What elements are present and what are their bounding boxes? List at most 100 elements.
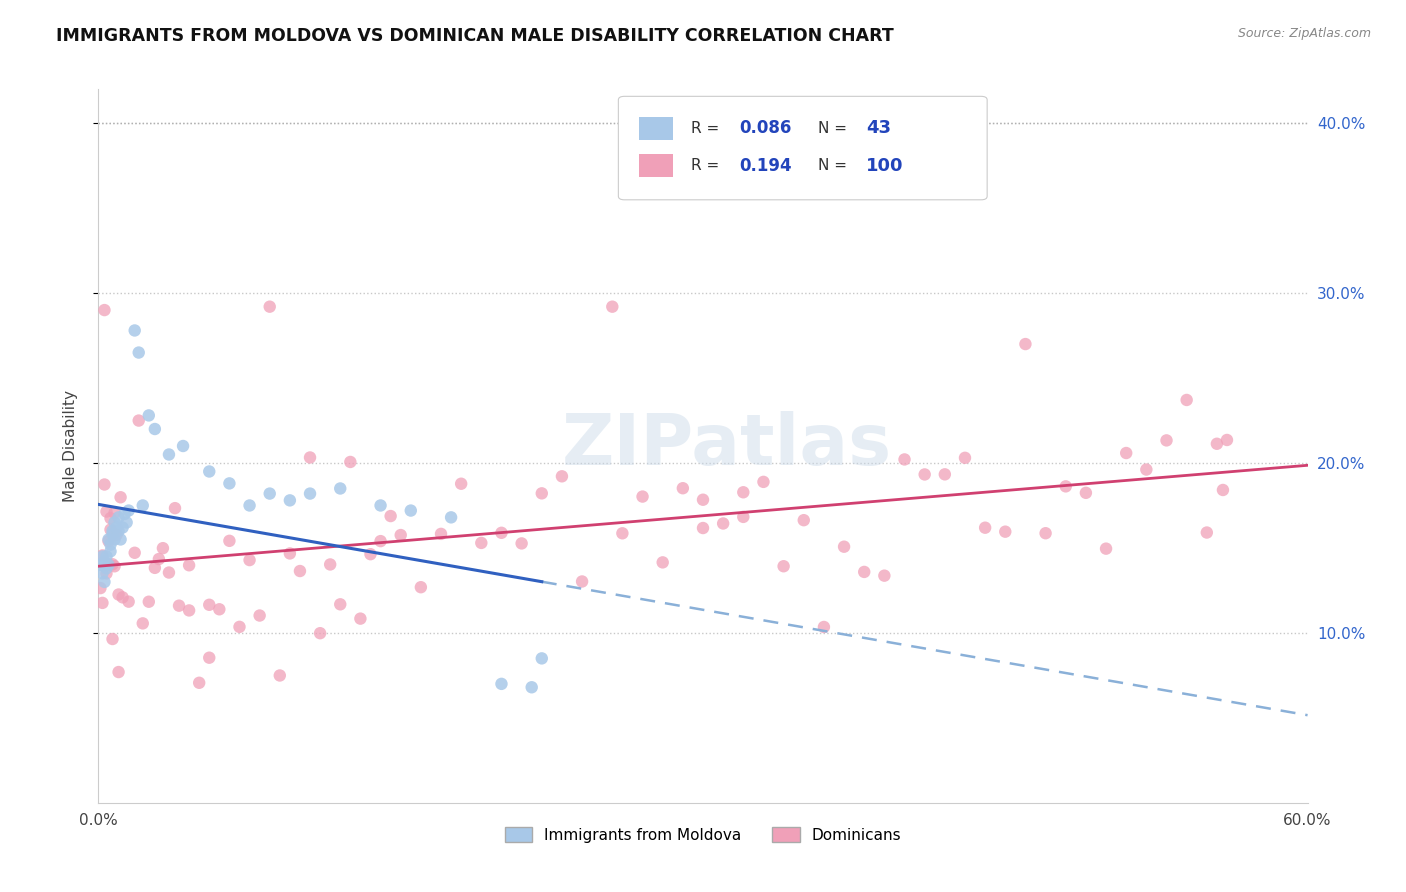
Point <box>470 536 492 550</box>
Point <box>259 300 281 314</box>
Point <box>631 490 654 504</box>
Bar <box>638 154 673 177</box>
Text: N =: N = <box>818 121 852 136</box>
Point <box>179 558 201 573</box>
Point <box>370 534 392 549</box>
Point <box>91 566 114 581</box>
Point <box>132 616 155 631</box>
Text: ZIPatlas: ZIPatlas <box>562 411 893 481</box>
Y-axis label: Male Disability: Male Disability <box>63 390 77 502</box>
Point <box>100 544 122 558</box>
Point <box>873 568 896 582</box>
Point <box>440 510 463 524</box>
Point <box>1212 483 1234 497</box>
Point <box>124 323 146 337</box>
Point <box>309 626 332 640</box>
Point <box>491 677 513 691</box>
Point <box>249 608 271 623</box>
Point <box>110 533 132 547</box>
Point <box>239 499 262 513</box>
Point <box>339 455 361 469</box>
Point <box>96 561 118 575</box>
Point <box>110 490 132 504</box>
Point <box>103 506 125 520</box>
Point <box>198 598 221 612</box>
Point <box>208 602 231 616</box>
Point <box>278 546 301 560</box>
Point <box>1195 525 1218 540</box>
Point <box>105 520 128 534</box>
Point <box>520 680 543 694</box>
Point <box>157 566 180 580</box>
Text: 43: 43 <box>866 120 891 137</box>
Text: 0.194: 0.194 <box>740 157 792 175</box>
Point <box>651 555 673 569</box>
Point <box>349 612 371 626</box>
Point <box>934 467 956 482</box>
Point <box>571 574 593 589</box>
Bar <box>638 117 673 140</box>
Point <box>101 524 124 538</box>
Text: IMMIGRANTS FROM MOLDOVA VS DOMINICAN MALE DISABILITY CORRELATION CHART: IMMIGRANTS FROM MOLDOVA VS DOMINICAN MAL… <box>56 27 894 45</box>
Legend: Immigrants from Moldova, Dominicans: Immigrants from Moldova, Dominicans <box>499 821 907 848</box>
Point <box>914 467 936 482</box>
Point <box>105 528 128 542</box>
Point <box>96 504 118 518</box>
Point <box>278 493 301 508</box>
Point <box>218 476 240 491</box>
Point <box>167 599 190 613</box>
Point <box>97 558 120 572</box>
Point <box>430 527 453 541</box>
Point <box>228 620 250 634</box>
Point <box>299 486 322 500</box>
Point <box>1135 462 1157 476</box>
Point <box>103 559 125 574</box>
Point <box>179 603 201 617</box>
Point <box>118 503 141 517</box>
Point <box>198 465 221 479</box>
Point <box>100 523 122 537</box>
Point <box>329 597 352 611</box>
Point <box>733 485 755 500</box>
Point <box>111 591 134 605</box>
Point <box>994 524 1017 539</box>
Point <box>101 558 124 572</box>
Point <box>100 537 122 551</box>
Point <box>360 547 382 561</box>
Text: R =: R = <box>690 158 724 173</box>
Point <box>91 596 114 610</box>
Point <box>772 559 794 574</box>
Point <box>259 486 281 500</box>
Point <box>319 558 342 572</box>
Point <box>132 499 155 513</box>
Point <box>1074 486 1097 500</box>
Point <box>793 513 815 527</box>
Point <box>1175 392 1198 407</box>
Point <box>269 668 291 682</box>
Point <box>107 665 129 679</box>
Point <box>97 533 120 547</box>
Point <box>107 587 129 601</box>
Point <box>1156 434 1178 448</box>
Point <box>89 558 111 572</box>
FancyBboxPatch shape <box>619 96 987 200</box>
Point <box>288 564 311 578</box>
Point <box>143 422 166 436</box>
Point <box>1054 479 1077 493</box>
Point <box>399 503 422 517</box>
Point <box>1216 433 1239 447</box>
Text: 0.086: 0.086 <box>740 120 792 137</box>
Point <box>1035 526 1057 541</box>
Point <box>101 632 124 646</box>
Point <box>91 549 114 563</box>
Point <box>118 595 141 609</box>
Text: R =: R = <box>690 121 724 136</box>
Point <box>128 345 150 359</box>
Text: Source: ZipAtlas.com: Source: ZipAtlas.com <box>1237 27 1371 40</box>
Point <box>1095 541 1118 556</box>
Point <box>370 499 392 513</box>
Point <box>953 450 976 465</box>
Point <box>853 565 876 579</box>
Point <box>91 549 114 564</box>
Point <box>148 552 170 566</box>
